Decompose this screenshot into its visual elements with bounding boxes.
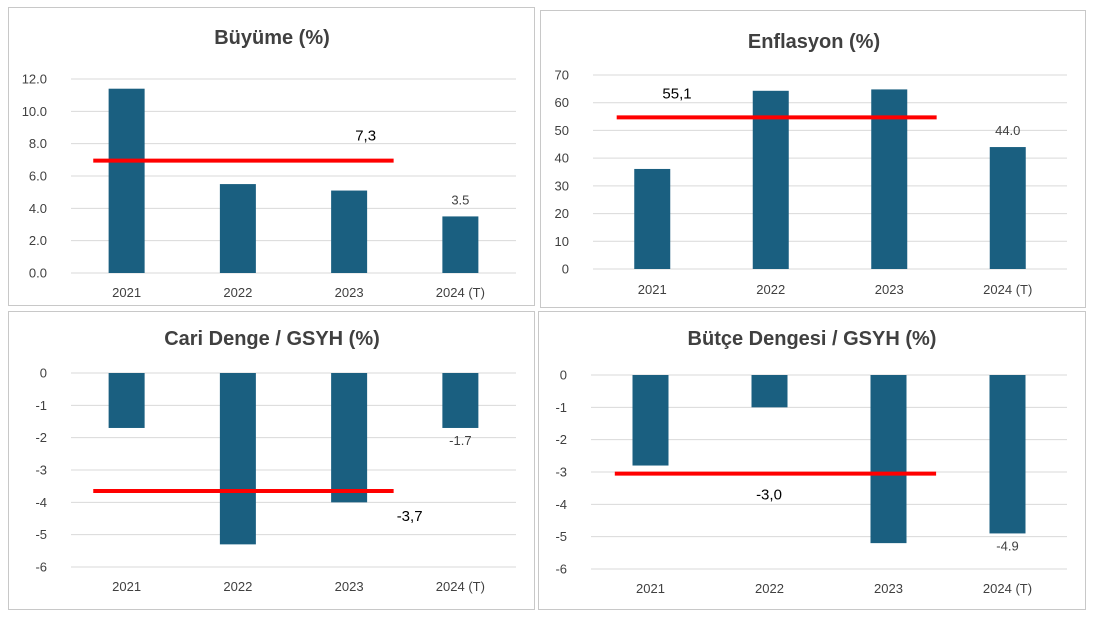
x-tick-label: 2023: [335, 285, 364, 300]
bar: [331, 190, 368, 273]
y-tick-label: -1: [555, 400, 567, 415]
x-tick-label: 2022: [223, 285, 252, 300]
y-tick-label: 30: [555, 178, 569, 193]
data-label: -1.7: [449, 433, 471, 448]
bar: [751, 375, 788, 408]
bar: [442, 373, 479, 428]
x-tick-label: 2021: [638, 282, 667, 297]
chart-cari-denge: Cari Denge / GSYH (%) 0 -1 -2 -3 -4 -5 -6 2021 20…: [35, 328, 516, 594]
y-tick-label: -4: [555, 497, 567, 512]
x-tick-label: 2021: [112, 579, 141, 594]
bar: [634, 168, 671, 269]
y-tick-label: -6: [35, 560, 47, 575]
y-tick-label: -4: [35, 495, 47, 510]
bar: [108, 88, 145, 273]
x-tick-label: 2023: [875, 282, 904, 297]
x-tick-label: 2023: [335, 579, 364, 594]
y-tick-label: 50: [555, 123, 569, 138]
x-tick-label: 2022: [223, 579, 252, 594]
bar: [219, 184, 256, 273]
y-tick-label: -6: [555, 562, 567, 577]
chart-enflasyon: Enflasyon (%) 0 10 20 30 40 50 60 70 2021 2022 2023…: [555, 31, 1067, 297]
x-tick-label: 2022: [755, 581, 784, 596]
x-tick-label: 2021: [636, 581, 665, 596]
chart-title: Enflasyon (%): [748, 31, 880, 53]
average-label: -3,0: [756, 487, 782, 504]
y-tick-label: 0: [562, 262, 569, 277]
chart-buyume: Büyüme (%) 0.0 2.0 4.0 6.0 8.0 10.0 12.0 2021 202…: [22, 27, 516, 300]
y-tick-label: 12.0: [22, 72, 47, 87]
x-tick-label: 2023: [874, 581, 903, 596]
y-tick-label: -2: [35, 430, 47, 445]
chart-panel-butce-dengesi: Bütçe Dengesi / GSYH (%) 0 -1 -2 -3 -4 -5 -6 202…: [538, 311, 1086, 610]
y-tick-label: 0.0: [29, 266, 47, 281]
y-tick-label: -5: [35, 527, 47, 542]
x-tick-label: 2021: [112, 285, 141, 300]
y-tick-label: 20: [555, 206, 569, 221]
chart-butce-dengesi: Bütçe Dengesi / GSYH (%) 0 -1 -2 -3 -4 -5 -6 202…: [555, 328, 1067, 596]
chart-title: Büyüme (%): [214, 27, 330, 49]
y-tick-label: 0: [560, 368, 567, 383]
chart-panel-cari-denge: Cari Denge / GSYH (%) 0 -1 -2 -3 -4 -5 -6 2021 20…: [8, 311, 535, 610]
chart-panel-enflasyon: Enflasyon (%) 0 10 20 30 40 50 60 70 2021 2022 2023…: [540, 10, 1086, 308]
x-tick-label: 2024 (T): [436, 579, 485, 594]
y-tick-label: 4.0: [29, 201, 47, 216]
x-tick-label: 2024 (T): [983, 581, 1032, 596]
average-label: 55,1: [662, 85, 691, 102]
y-tick-label: 6.0: [29, 169, 47, 184]
bar: [752, 90, 789, 269]
chart-title: Cari Denge / GSYH (%): [164, 328, 380, 350]
bar: [442, 216, 479, 273]
y-tick-label: -5: [555, 529, 567, 544]
data-label: 3.5: [451, 192, 469, 207]
bar: [219, 373, 256, 545]
y-tick-label: -1: [35, 398, 47, 413]
chart-title: Bütçe Dengesi / GSYH (%): [688, 328, 937, 350]
y-tick-label: 60: [555, 95, 569, 110]
data-label: 44.0: [995, 123, 1020, 138]
bar: [989, 147, 1026, 269]
x-tick-label: 2022: [756, 282, 785, 297]
y-tick-label: 2.0: [29, 233, 47, 248]
y-tick-label: 0: [40, 366, 47, 381]
bar: [632, 375, 669, 466]
y-tick-label: 70: [555, 68, 569, 83]
y-tick-label: 40: [555, 151, 569, 166]
y-tick-label: 10.0: [22, 104, 47, 119]
average-label: 7,3: [355, 128, 376, 145]
data-label: -4.9: [996, 538, 1018, 553]
bar: [989, 375, 1026, 534]
x-tick-label: 2024 (T): [983, 282, 1032, 297]
y-tick-label: 10: [555, 234, 569, 249]
average-label: -3,7: [397, 508, 423, 525]
y-tick-label: -2: [555, 432, 567, 447]
bar: [870, 375, 907, 544]
x-tick-label: 2024 (T): [436, 285, 485, 300]
bar: [331, 373, 368, 503]
y-tick-label: -3: [35, 463, 47, 478]
y-tick-label: 8.0: [29, 136, 47, 151]
chart-panel-buyume: Büyüme (%) 0.0 2.0 4.0 6.0 8.0 10.0 12.0 2021 202…: [8, 7, 535, 306]
bar: [108, 373, 145, 428]
y-tick-label: -3: [555, 465, 567, 480]
